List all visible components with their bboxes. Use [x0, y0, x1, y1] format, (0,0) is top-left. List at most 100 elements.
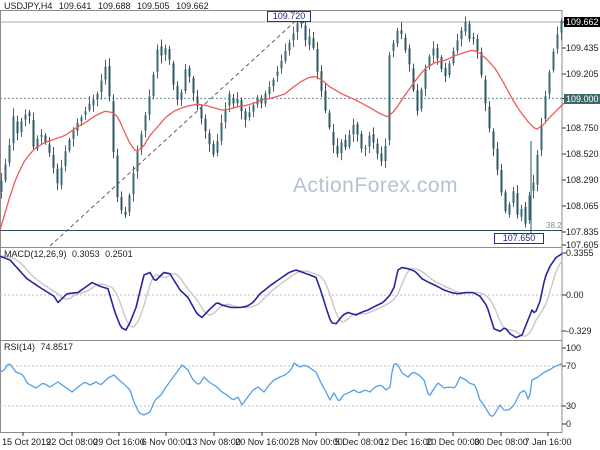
- candle-body: [296, 23, 299, 33]
- candle-body: [220, 122, 223, 141]
- candle-body: [124, 211, 127, 216]
- candle-body: [84, 111, 87, 115]
- candle-body: [280, 60, 283, 69]
- candle-body: [376, 143, 379, 154]
- candle-body: [332, 131, 335, 145]
- price-axis-label: 107.835: [566, 227, 599, 237]
- date-label: 6 Nov 00:00: [141, 437, 191, 447]
- candle-body: [476, 38, 479, 51]
- candle-body: [468, 23, 471, 39]
- candle-body: [380, 153, 383, 162]
- candle-body: [336, 145, 339, 155]
- candle-body: [488, 106, 491, 129]
- candle-body: [108, 65, 111, 97]
- candle-body: [88, 103, 91, 111]
- candle-body: [460, 30, 463, 40]
- candle-body: [532, 182, 535, 192]
- candle-body: [500, 170, 503, 193]
- candle-body: [432, 48, 435, 56]
- candle-body: [48, 144, 51, 153]
- candle-body: [260, 98, 263, 104]
- candle-body: [128, 195, 131, 212]
- candle-body: [172, 63, 175, 85]
- price-chart-panel[interactable]: [0, 10, 562, 247]
- price-axis-label: 109.000: [564, 93, 600, 104]
- candle-body: [16, 121, 19, 134]
- candle-body: [528, 195, 531, 221]
- candle-body: [8, 144, 11, 163]
- date-label: 12 Dec 16:00: [379, 437, 433, 447]
- close-value: 109.662: [176, 1, 209, 11]
- candle-body: [184, 69, 187, 91]
- candle-body: [304, 25, 307, 41]
- candle-body: [436, 48, 439, 59]
- candle-body: [284, 50, 287, 61]
- candle-body: [340, 142, 343, 154]
- candle-body: [244, 111, 247, 120]
- candle-body: [324, 90, 327, 111]
- rsi-name: RSI(14): [4, 342, 36, 352]
- macd-panel[interactable]: [0, 247, 562, 340]
- candle-body: [200, 108, 203, 119]
- candle-body: [328, 112, 331, 128]
- candle-body: [272, 79, 275, 87]
- candle-body: [492, 131, 495, 149]
- candle-body: [68, 139, 71, 151]
- candle-body: [56, 168, 59, 184]
- candle-body: [216, 141, 219, 153]
- candle-body: [292, 33, 295, 41]
- candle-body: [384, 146, 387, 162]
- rsi-axis-label: 70: [566, 361, 577, 371]
- macd-axis-label: 0.3355: [566, 248, 594, 258]
- price-axis-label: 108.520: [566, 149, 599, 159]
- date-label: 7 Jan 16:00: [524, 437, 572, 447]
- candle-body: [552, 51, 555, 70]
- candle-body: [544, 96, 547, 119]
- candle-body: [168, 49, 171, 60]
- candle-body: [428, 56, 431, 67]
- candle-body: [412, 68, 415, 90]
- candle-body: [368, 135, 371, 147]
- candle-body: [36, 138, 39, 149]
- candle-body: [540, 124, 543, 151]
- macd-axis-label: -0.329: [566, 326, 592, 336]
- chart-title: USDJPY,H4 109.641 109.688 109.505 109.66…: [4, 1, 213, 11]
- date-label: 15 Oct 2019: [2, 437, 52, 447]
- price-axis-label: 108.750: [566, 123, 599, 133]
- candle-body: [312, 38, 315, 48]
- candle-body: [276, 71, 279, 76]
- date-label: 29 Oct 16:00: [93, 437, 145, 447]
- candle-body: [308, 36, 311, 46]
- candle-body: [132, 173, 135, 195]
- rsi-line: [0, 362, 563, 417]
- date-label: 5 Dec 08:00: [334, 437, 384, 447]
- macd-name: MACD(12,26,9): [4, 249, 67, 259]
- candle-body: [484, 79, 487, 104]
- candle-body: [136, 151, 139, 172]
- date-label: 20 Dec 00:00: [426, 437, 480, 447]
- candle-body: [320, 71, 323, 91]
- candle-body: [444, 68, 447, 77]
- date-label: 28 Nov 00:00: [289, 437, 343, 447]
- candle-body: [188, 68, 191, 77]
- panel-border: [0, 340, 563, 433]
- candle-body: [408, 48, 411, 65]
- candle-body: [152, 74, 155, 96]
- candle-body: [344, 139, 347, 148]
- candle-body: [236, 98, 239, 104]
- candle-body: [508, 204, 511, 215]
- candle-body: [60, 167, 63, 185]
- candle-body: [148, 96, 151, 115]
- rsi-panel[interactable]: [0, 340, 562, 432]
- candle-body: [232, 98, 235, 104]
- candle-body: [424, 68, 427, 89]
- fib-level-label: 38.2: [546, 221, 562, 230]
- candle-body: [504, 192, 507, 211]
- candle-body: [316, 49, 319, 72]
- price-axis-label: 109.205: [566, 69, 599, 79]
- low-value: 109.505: [137, 1, 170, 11]
- candle-body: [212, 143, 215, 155]
- candle-body: [156, 49, 159, 72]
- candle-body: [72, 130, 75, 139]
